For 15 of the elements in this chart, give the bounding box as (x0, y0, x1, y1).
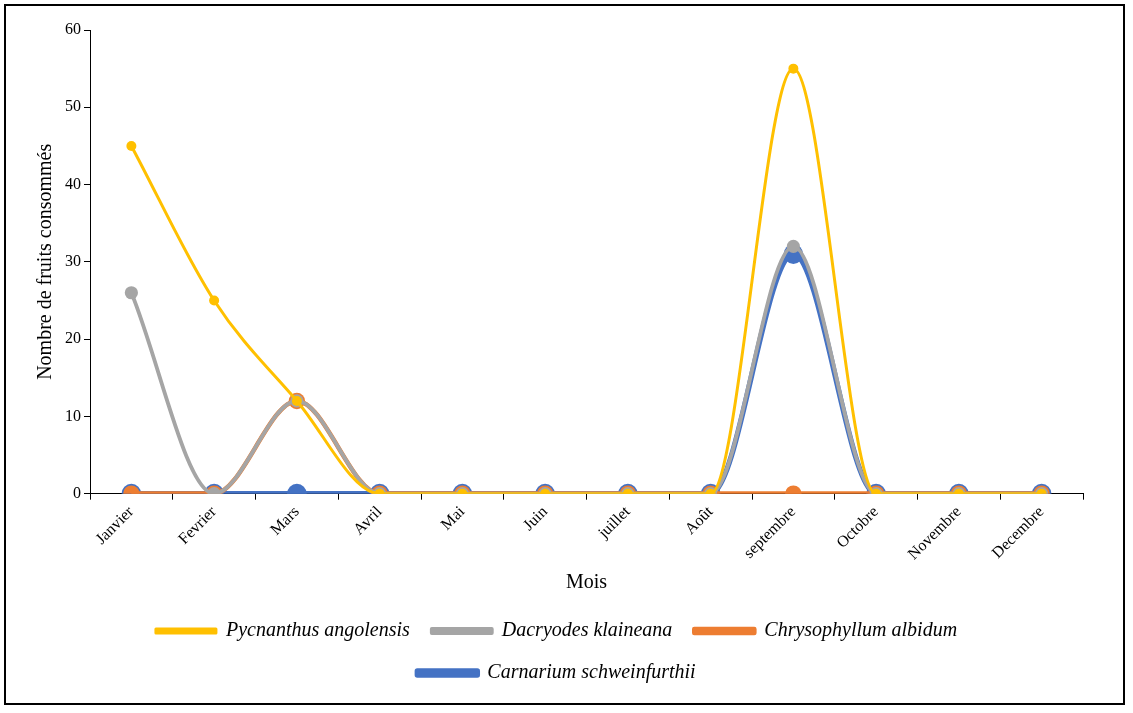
legend-label: Pycnanthus angolensis (224, 618, 411, 642)
y-tick-label: 50 (65, 97, 81, 115)
y-tick-label: 0 (73, 483, 81, 501)
y-axis-title: Nombre de fruits consommés (33, 143, 56, 380)
x-axis-title: Mois (565, 570, 608, 593)
y-tick-label: 30 (65, 252, 81, 270)
x-tick-label: Juin (519, 502, 551, 534)
legend-label: Dacryodes klaineana (500, 618, 673, 642)
legend-label: Carnarium schweinfurthii (487, 660, 696, 684)
y-tick-label: 10 (65, 406, 81, 424)
y-tick-label: 20 (65, 329, 81, 347)
legend-label: Chrysophyllum albidum (764, 618, 958, 642)
x-tick-label: Mai (437, 502, 468, 533)
y-tick-label: 40 (65, 174, 81, 192)
y-tick-label: 60 (65, 20, 81, 38)
